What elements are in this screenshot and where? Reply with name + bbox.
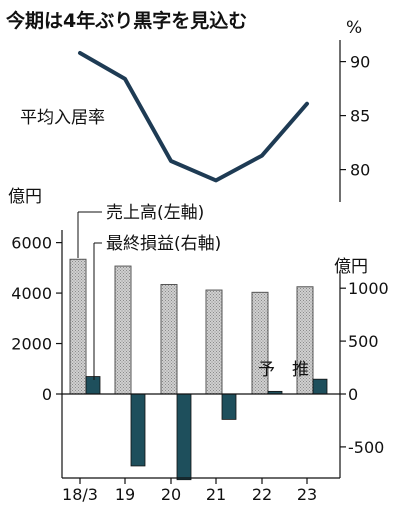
profit-bar — [312, 378, 328, 395]
left-tick-label: 0 — [42, 385, 52, 404]
left-tick-label: 6000 — [11, 234, 52, 253]
chart-title: 今期は4年ぶり黒字を見込む — [5, 9, 247, 32]
left-axis-ticks: 0 2000 4000 6000 — [11, 234, 62, 404]
right-tick-label: 0 — [348, 385, 358, 404]
left-tick-label: 2000 — [11, 335, 52, 354]
left-unit-label: 億円 — [8, 187, 42, 207]
category-tick-label: 20 — [161, 485, 181, 504]
right-tick-label: 500 — [348, 332, 379, 351]
revenue-bar — [69, 258, 87, 395]
right-axis-ticks: -500 0 500 1000 — [340, 279, 389, 457]
legend-revenue: 売上高(左軸) — [106, 203, 204, 223]
profit-bar — [85, 376, 101, 395]
occupancy-tick-label: 80 — [350, 161, 370, 180]
legend-profit: 最終損益(右軸) — [106, 234, 221, 254]
occupancy-unit-label: % — [346, 18, 362, 38]
occupancy-series-label: 平均入居率 — [20, 108, 105, 128]
right-unit-label: 億円 — [334, 257, 368, 277]
profit-bar — [176, 393, 192, 481]
occupancy-tick-label: 85 — [350, 107, 370, 126]
forecast-annotation: 予 推 — [258, 360, 309, 380]
category-tick-label: 19 — [115, 485, 135, 504]
profit-bar — [130, 393, 146, 467]
revenue-profit-bar-chart: 億円 億円 0 2000 4000 6000 -500 0 500 1000 18/3 19 2… — [8, 187, 389, 504]
left-tick-label: 4000 — [11, 284, 52, 303]
right-tick-label: -500 — [348, 438, 384, 457]
occupancy-ticks: 80 85 90 — [340, 53, 370, 180]
category-tick-label: 22 — [252, 485, 272, 504]
occupancy-tick-label: 90 — [350, 53, 370, 72]
revenue-bar — [160, 283, 178, 395]
revenue-bar — [205, 289, 223, 395]
occupancy-line-chart: % 80 85 90 平均入居率 — [20, 18, 370, 202]
category-tick-label: 21 — [206, 485, 226, 504]
revenue-bar — [114, 265, 132, 395]
category-tick-label: 23 — [297, 485, 317, 504]
right-tick-label: 1000 — [348, 279, 389, 298]
occupancy-series-line — [78, 51, 309, 183]
category-axis-ticks: 18/3 19 20 21 22 23 — [62, 478, 317, 504]
profit-bar — [221, 393, 237, 420]
category-tick-label: 18/3 — [62, 485, 98, 504]
